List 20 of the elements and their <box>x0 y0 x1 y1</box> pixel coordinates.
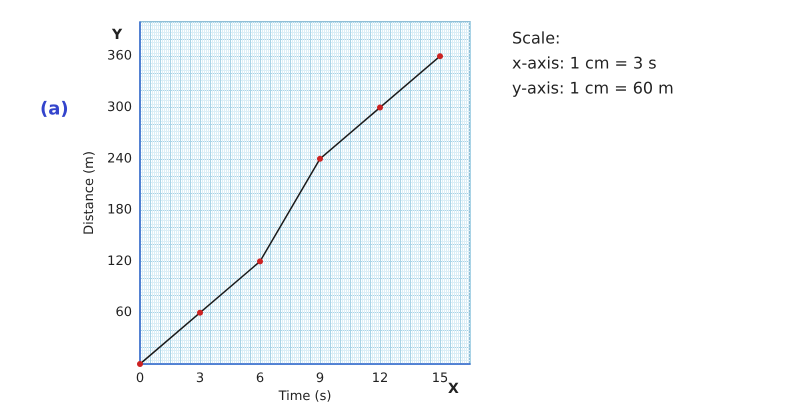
x-tick-label: 15 <box>432 371 448 386</box>
y-axis-title: Distance (m) <box>82 151 97 235</box>
x-tick-label: 6 <box>256 371 264 386</box>
text: y-axis: 1 cm = 60 m <box>512 78 674 98</box>
y-tick-label: 180 <box>107 202 132 218</box>
y-tick-label: 300 <box>107 100 132 115</box>
x-axis-title: Time (s) <box>278 388 332 404</box>
x-tick-label: 0 <box>136 371 144 386</box>
y-tick-label: 60 <box>115 305 132 320</box>
y-tick-label: 240 <box>107 151 132 166</box>
text: (a) <box>40 98 69 120</box>
x-tick-label: 9 <box>316 371 324 386</box>
y-tick-label: 120 <box>107 254 132 269</box>
x-tick-label: 3 <box>196 371 204 386</box>
y-tick-label: 360 <box>107 48 132 64</box>
text: X <box>448 381 459 397</box>
x-tick-label: 12 <box>372 371 388 386</box>
text: Y <box>111 27 123 43</box>
text: x-axis: 1 cm = 3 s <box>512 54 657 72</box>
text: Scale: <box>512 28 560 48</box>
